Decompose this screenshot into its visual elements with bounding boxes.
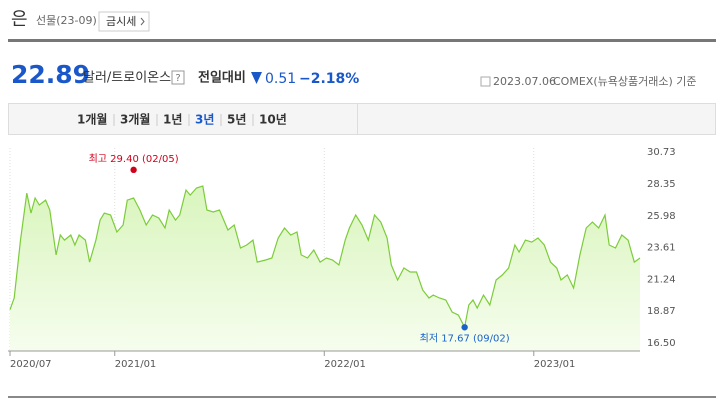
tab[interactable]: 5년 (227, 113, 246, 127)
y-tick-label: 23.61 (647, 243, 676, 254)
x-tick-label: 2023/01 (534, 359, 576, 370)
extreme-dot (130, 166, 137, 174)
tab[interactable]: 3개월 (120, 112, 150, 127)
divider (8, 39, 716, 42)
y-tick-label: 30.73 (647, 147, 676, 158)
y-tick-label: 18.87 (647, 306, 676, 317)
source: COMEX(뉴욕상품거래소) 기준 (553, 75, 696, 88)
extreme-dot (461, 324, 468, 331)
extreme-label: 최고 29.40 (02/05) (89, 153, 179, 165)
help-box[interactable] (171, 70, 185, 85)
gold-button-label[interactable]: 금시세 (106, 15, 136, 28)
tab[interactable]: 1개월 (77, 112, 107, 127)
down-icon (251, 72, 262, 84)
y-tick-label: 25.98 (647, 211, 676, 222)
y-tick-label: 28.35 (647, 179, 676, 190)
bottom-line (8, 396, 716, 398)
title: 은 (11, 9, 28, 30)
x-tick-label: 2022/01 (324, 359, 366, 370)
subtitle: 선물(23-09) (36, 14, 97, 27)
tab-bar (8, 103, 716, 135)
tab[interactable]: 3년 (195, 113, 214, 127)
x-tick-label: 2021/01 (115, 359, 157, 370)
extreme-label: 최저 17.67 (09/02) (420, 332, 510, 344)
help[interactable]: ? (175, 73, 180, 84)
x-tick-label: 2020/07 (10, 359, 52, 370)
gold-button[interactable] (98, 11, 150, 32)
change-pct: −2.18% (299, 71, 359, 87)
tab[interactable]: 1년 (163, 113, 182, 127)
area-fill (10, 186, 640, 351)
y-tick-label: 21.24 (647, 274, 676, 285)
date: 2023.07.06 (493, 75, 556, 88)
tab[interactable]: 10년 (259, 113, 287, 127)
change-label: 전일대비 (198, 70, 246, 86)
unit: 달러/트로이온스 (83, 71, 171, 86)
price: 22.89 (11, 60, 90, 89)
date-icon (480, 76, 491, 87)
button-arrow (140, 17, 145, 26)
y-tick-label: 16.50 (647, 338, 676, 349)
line (9, 185, 641, 330)
change: 0.51 (265, 71, 296, 87)
